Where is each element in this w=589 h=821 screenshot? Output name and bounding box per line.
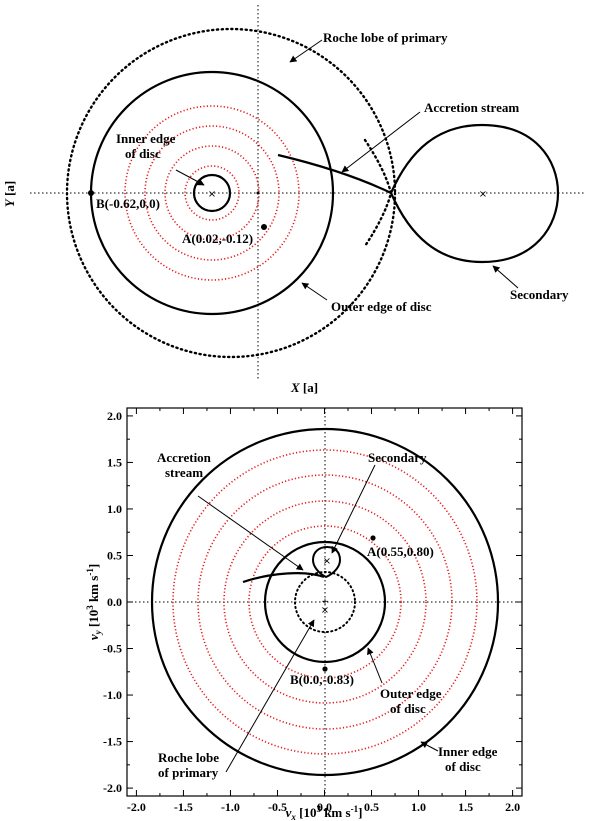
label-outer-edge-2-v: of disc — [390, 701, 426, 716]
x-tick-label: 2.0 — [505, 800, 520, 814]
accretion-stream-top — [277, 153, 392, 194]
red-ring — [197, 474, 453, 730]
arrow-roche-v — [225, 619, 315, 773]
label-point-a: A(0.02,-0.12) — [182, 231, 253, 246]
primary-center-marker: × — [208, 189, 216, 200]
point-b-top — [88, 190, 94, 196]
label-inner-edge-1-v: Inner edge — [438, 744, 498, 759]
top-x-label: X [a] — [290, 380, 318, 395]
label-roche-2-v: of primary — [158, 765, 219, 780]
primary-marker-v: × — [321, 605, 329, 616]
arrow-inner-edge — [175, 169, 205, 186]
label-accretion-stream: Accretion stream — [424, 100, 519, 115]
red-ring — [184, 165, 240, 221]
y-tick-label: 1.0 — [107, 502, 122, 516]
arrow-accretion-v — [197, 495, 304, 571]
red-rings-bottom — [172, 449, 478, 755]
label-inner-edge-2-v: of disc — [445, 759, 481, 774]
arrow-secondary-v — [331, 464, 376, 554]
arrow-secondary — [492, 265, 519, 289]
inner-edge-disc-v — [150, 427, 500, 777]
label-accretion-1-v: Accretion — [157, 450, 212, 465]
inner-edge-disc — [192, 173, 232, 213]
secondary-center-marker: × — [479, 189, 487, 200]
label-secondary: Secondary — [510, 287, 569, 302]
bottom-panel: -2.0 -1.5 -1.0 -0.5 0.0 0.5 1.0 1.5 2.0 2.0 1.5 1.0… — [85, 407, 523, 821]
com-marker — [256, 191, 260, 195]
x-tick-label: 0.0 — [317, 800, 332, 814]
red-ring — [124, 105, 300, 281]
x-tick-label: -0.5 — [268, 800, 287, 814]
red-ring — [248, 525, 402, 679]
roche-lobe-primary — [65, 27, 397, 359]
arrow-inner-edge-v — [420, 741, 439, 752]
label-inner-edge-2: of disc — [125, 146, 161, 161]
x-tick-label: 1.0 — [411, 800, 426, 814]
label-point-b-v: B(0.0,-0.83) — [290, 672, 354, 687]
accretion-stream-v — [242, 572, 325, 584]
label-roche-lobe: Roche lobe of primary — [323, 30, 448, 45]
y-tick-label: -1.0 — [103, 688, 122, 702]
top-y-label: Y [a] — [2, 181, 17, 207]
red-ring — [172, 449, 478, 755]
red-ring — [223, 500, 427, 704]
com-marker-v: + — [321, 597, 329, 607]
label-outer-edge: Outer edge of disc — [331, 299, 432, 314]
point-a-top — [261, 224, 267, 230]
label-inner-edge-1: Inner edge — [116, 131, 176, 146]
secondary-lobe-v — [311, 545, 342, 579]
y-tick-label: 0.0 — [107, 595, 122, 609]
y-tick-label: -2.0 — [103, 781, 122, 795]
y-tick-label: 0.5 — [107, 548, 122, 562]
secondary-lobe — [389, 123, 560, 264]
label-accretion-2-v: stream — [165, 465, 203, 480]
bottom-ticks: -2.0 -1.5 -1.0 -0.5 0.0 0.5 1.0 1.5 2.0 2.0 1.5 1.0… — [103, 408, 522, 814]
bottom-x-label: vx [103 km s-1] — [286, 804, 363, 821]
x-tick-label: 0.5 — [364, 800, 379, 814]
y-tick-label: -0.5 — [103, 642, 122, 656]
label-point-a-v: A(0.55,0.80) — [367, 544, 434, 559]
y-tick-label: -1.5 — [103, 735, 122, 749]
arrow-outer-edge-v — [367, 647, 383, 684]
y-tick-label: 2.0 — [107, 409, 122, 423]
y-tick-label: 1.5 — [107, 455, 122, 469]
label-outer-edge-1-v: Outer edge — [380, 686, 442, 701]
red-ring — [144, 125, 280, 261]
x-tick-label: -1.5 — [174, 800, 193, 814]
top-panel: × × Roche lobe of primary Accretion stre… — [2, 5, 585, 395]
point-b-v — [322, 666, 328, 672]
secondary-marker-v: × — [323, 556, 331, 567]
bottom-y-label: vy [103 km s-1] — [85, 564, 103, 640]
outer-edge-disc-v — [263, 540, 387, 664]
label-point-b: B(-0.62,0.0) — [96, 196, 160, 211]
arrow-outer-edge — [301, 282, 328, 301]
x-tick-label: 1.5 — [458, 800, 473, 814]
arrow-accretion — [341, 111, 421, 173]
x-tick-label: -1.0 — [221, 800, 240, 814]
label-secondary-v: Secondary — [368, 450, 427, 465]
arrow-roche — [289, 39, 323, 63]
point-a-v — [370, 535, 376, 541]
x-tick-label: -2.0 — [127, 800, 146, 814]
label-roche-1-v: Roche lobe — [158, 750, 219, 765]
roche-lobe-primary-v — [294, 571, 356, 633]
